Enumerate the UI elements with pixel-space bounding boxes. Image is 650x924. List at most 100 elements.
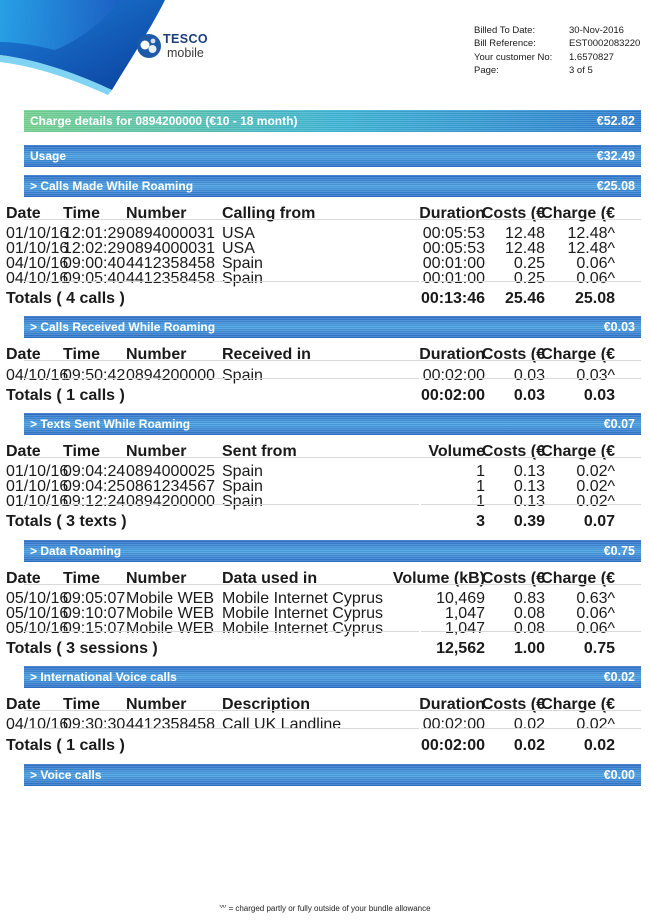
- totals-rule-right: [421, 504, 641, 505]
- section-title: > Calls Received While Roaming: [30, 320, 216, 334]
- cell-chg: Charge (€: [541, 443, 615, 460]
- cell-desc: Spain: [222, 255, 263, 272]
- cell-num: Mobile WEB: [126, 605, 215, 622]
- totals-rule-right: [421, 728, 641, 729]
- cell-cost: 0.39: [513, 513, 545, 530]
- cell-time: Time: [63, 205, 101, 222]
- section-title: > Texts Sent While Roaming: [30, 417, 191, 431]
- cell-num: 4412358458: [126, 270, 215, 287]
- table-row: 05/10/16 09:15:07 Mobile WEB Mobile Interne…: [0, 620, 617, 637]
- cell-num: 0894000025: [126, 463, 215, 480]
- cell-time: 09:30:30: [63, 716, 126, 733]
- table-row: 05/10/16 09:05:07 Mobile WEB Mobile Interne…: [0, 590, 617, 607]
- bill-info-label: Billed To Date:: [474, 25, 536, 36]
- section-bar: > Texts Sent While Roaming €0.07: [24, 413, 641, 435]
- totals-rule-left: [24, 631, 419, 632]
- cell-cost: 1.00: [513, 640, 545, 657]
- bill-info-label: Bill Reference:: [474, 38, 536, 50]
- section-amount: €0.03: [603, 320, 635, 334]
- cell-date: 01/10/16: [6, 463, 69, 480]
- cell-dur: Duration: [419, 346, 485, 363]
- section-title: Charge details for 0894200000 (€10 - 18 …: [30, 114, 298, 128]
- header-rule: [24, 584, 641, 585]
- table-header: Date Time Number Calling from Duration Costs …: [0, 205, 617, 222]
- cell-chg: 25.08: [574, 290, 615, 307]
- cell-num: Number: [126, 346, 187, 363]
- cell-dur: 1,047: [444, 605, 485, 622]
- cell-time: Time: [63, 346, 101, 363]
- cell-chg: 0.75: [583, 640, 615, 657]
- cell-chg: Charge (€: [541, 205, 615, 222]
- totals-rule-right: [421, 281, 641, 282]
- cell-cost: Costs (€: [481, 346, 545, 363]
- cell-desc: Call UK Landline: [222, 716, 342, 733]
- cell-cost: 0.83: [513, 590, 545, 607]
- cell-dur: 1: [476, 493, 485, 510]
- cell-date: Totals ( 3 texts ): [6, 513, 127, 530]
- totals-rule-left: [24, 504, 419, 505]
- cell-date: 05/10/16: [6, 590, 69, 607]
- cell-chg: 0.06^: [576, 255, 615, 272]
- totals-rule-left: [24, 281, 419, 282]
- cell-date: 01/10/16: [6, 478, 69, 495]
- cell-chg: 0.06^: [576, 620, 615, 637]
- table-row: 04/10/16 09:00:40 4412358458 Spain 00:01:00 0…: [0, 255, 617, 272]
- cell-desc: Mobile Internet Cyprus: [222, 605, 383, 622]
- cell-date: Totals ( 1 calls ): [6, 387, 125, 404]
- cell-time: 09:05:40: [63, 270, 126, 287]
- cell-cost: 0.13: [513, 493, 545, 510]
- section-amount: €32.49: [596, 149, 635, 163]
- section-bar: > Voice calls €0.00: [24, 764, 641, 786]
- bill-info-row: Page: 3 of 5: [474, 64, 640, 77]
- cell-dur: 10,469: [436, 590, 485, 607]
- section-amount: €52.82: [596, 114, 635, 128]
- section-bar: > Data Roaming €0.75: [24, 540, 641, 562]
- bill-info-row: Your customer No: 1.6570827: [474, 51, 640, 64]
- totals-rule-left: [24, 728, 419, 729]
- cell-time: 12:01:29: [63, 225, 126, 242]
- bill-info-label: Your customer No:: [474, 51, 553, 63]
- cell-dur: Volume (kB): [392, 570, 485, 587]
- cell-cost: 0.08: [513, 605, 545, 622]
- section-title: > International Voice calls: [30, 670, 177, 684]
- footnote: '^' = charged partly or fully outside of…: [219, 904, 431, 913]
- header-rule: [24, 360, 641, 361]
- cell-cost: 12.48: [504, 225, 545, 242]
- cell-num: Mobile WEB: [126, 590, 215, 607]
- table-header: Date Time Number Sent from Volume Costs (€ Cha…: [0, 443, 617, 460]
- totals-row: Totals ( 4 calls ) 00:13:46 25.46 25.08: [0, 290, 617, 307]
- cell-chg: 12.48^: [567, 225, 615, 242]
- cell-dur: 12,562: [436, 640, 485, 657]
- cell-time: Time: [63, 696, 101, 713]
- bill-info-label: Page:: [474, 65, 499, 77]
- cell-chg: 0.03^: [576, 367, 615, 384]
- cell-date: Date: [6, 696, 41, 713]
- table-row: 04/10/16 09:50:42 0894200000 Spain 00:02:00 0…: [0, 367, 617, 384]
- cell-dur: 00:02:00: [420, 737, 485, 754]
- cell-chg: 0.02: [583, 737, 615, 754]
- cell-dur: Volume: [428, 443, 485, 460]
- cell-cost: 12.48: [504, 240, 545, 257]
- cell-time: Time: [63, 443, 101, 460]
- section-title: > Calls Made While Roaming: [30, 179, 194, 193]
- section-bar: > International Voice calls €0.02: [24, 666, 641, 688]
- cell-date: Totals ( 3 sessions ): [6, 640, 158, 657]
- section-amount: €25.08: [596, 179, 635, 193]
- cell-dur: 3: [476, 513, 485, 530]
- section-amount: €0.75: [603, 544, 635, 558]
- table-header: Date Time Number Received in Duration Costs (…: [0, 346, 617, 363]
- cell-num: 4412358458: [126, 255, 215, 272]
- section-bar: > Calls Received While Roaming €0.03: [24, 316, 641, 338]
- cell-date: 04/10/16: [6, 255, 69, 272]
- cell-date: 01/10/16: [6, 225, 69, 242]
- table-row: 01/10/16 09:12:24 0894200000 Spain 1 0.13 0.02…: [0, 493, 617, 510]
- cell-date: 01/10/16: [6, 240, 69, 257]
- cell-num: Number: [126, 696, 187, 713]
- cell-cost: 0.25: [513, 270, 545, 287]
- cell-desc: Spain: [222, 270, 263, 287]
- cell-date: 05/10/16: [6, 620, 69, 637]
- table-row: 01/10/16 12:02:29 0894000031 USA 00:05:53 12.…: [0, 240, 617, 257]
- tesco-logo-icon: [137, 34, 161, 58]
- totals-row: Totals ( 3 sessions ) 12,562 1.00 0.75: [0, 640, 617, 657]
- cell-dur: Duration: [419, 205, 485, 222]
